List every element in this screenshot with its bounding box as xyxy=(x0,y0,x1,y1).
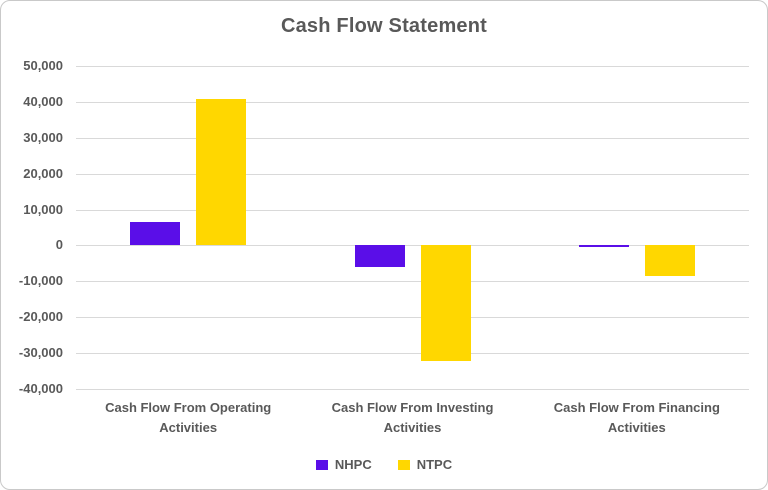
y-axis-tick-label: 30,000 xyxy=(23,129,63,145)
y-axis-tick-label: -10,000 xyxy=(18,273,63,289)
gridline xyxy=(76,101,749,103)
gridline xyxy=(76,173,749,175)
legend-swatch-nhpc xyxy=(315,459,328,470)
gridline xyxy=(76,209,749,211)
legend-item-ntpc: NTPC xyxy=(397,457,453,472)
gridline xyxy=(76,66,749,67)
plot-area xyxy=(76,66,749,390)
gridline xyxy=(76,389,749,390)
gridline xyxy=(76,137,749,139)
x-axis-category-label: Cash Flow From Investing Activities xyxy=(331,400,494,435)
legend-label: NTPC xyxy=(416,457,453,472)
legend-swatch-ntpc xyxy=(397,459,410,470)
x-axis-category-label: Cash Flow From Financing Activities xyxy=(553,400,720,435)
bar-ntpc-category-3 xyxy=(644,245,695,276)
bar-ntpc-category-2 xyxy=(420,245,471,361)
y-axis-tick-label: 0 xyxy=(55,237,63,253)
gridline xyxy=(76,281,749,283)
chart-title: Cash Flow Statement xyxy=(280,15,488,37)
legend: NHPC NTPC xyxy=(1,457,767,472)
bar-ntpc-category-1 xyxy=(196,99,247,246)
bar-nhpc-category-2 xyxy=(354,245,405,267)
bar-nhpc-category-1 xyxy=(130,221,181,246)
gridline xyxy=(76,353,749,355)
gridline xyxy=(76,245,749,247)
legend-item-nhpc: NHPC xyxy=(315,457,372,472)
gridline xyxy=(76,317,749,319)
y-axis-tick-label: 50,000 xyxy=(23,58,63,73)
y-axis-tick-label: -30,000 xyxy=(18,345,63,361)
y-axis-tick-label: -40,000 xyxy=(18,381,63,396)
y-axis-tick-label: 10,000 xyxy=(23,201,63,217)
legend-label: NHPC xyxy=(334,457,372,472)
x-axis-category-label: Cash Flow From Operating Activities xyxy=(105,400,272,435)
y-axis-tick-label: -20,000 xyxy=(18,309,63,325)
y-axis-tick-label: 40,000 xyxy=(23,93,63,109)
y-axis-tick-label: 20,000 xyxy=(23,165,63,181)
bar-nhpc-category-3 xyxy=(578,245,629,248)
